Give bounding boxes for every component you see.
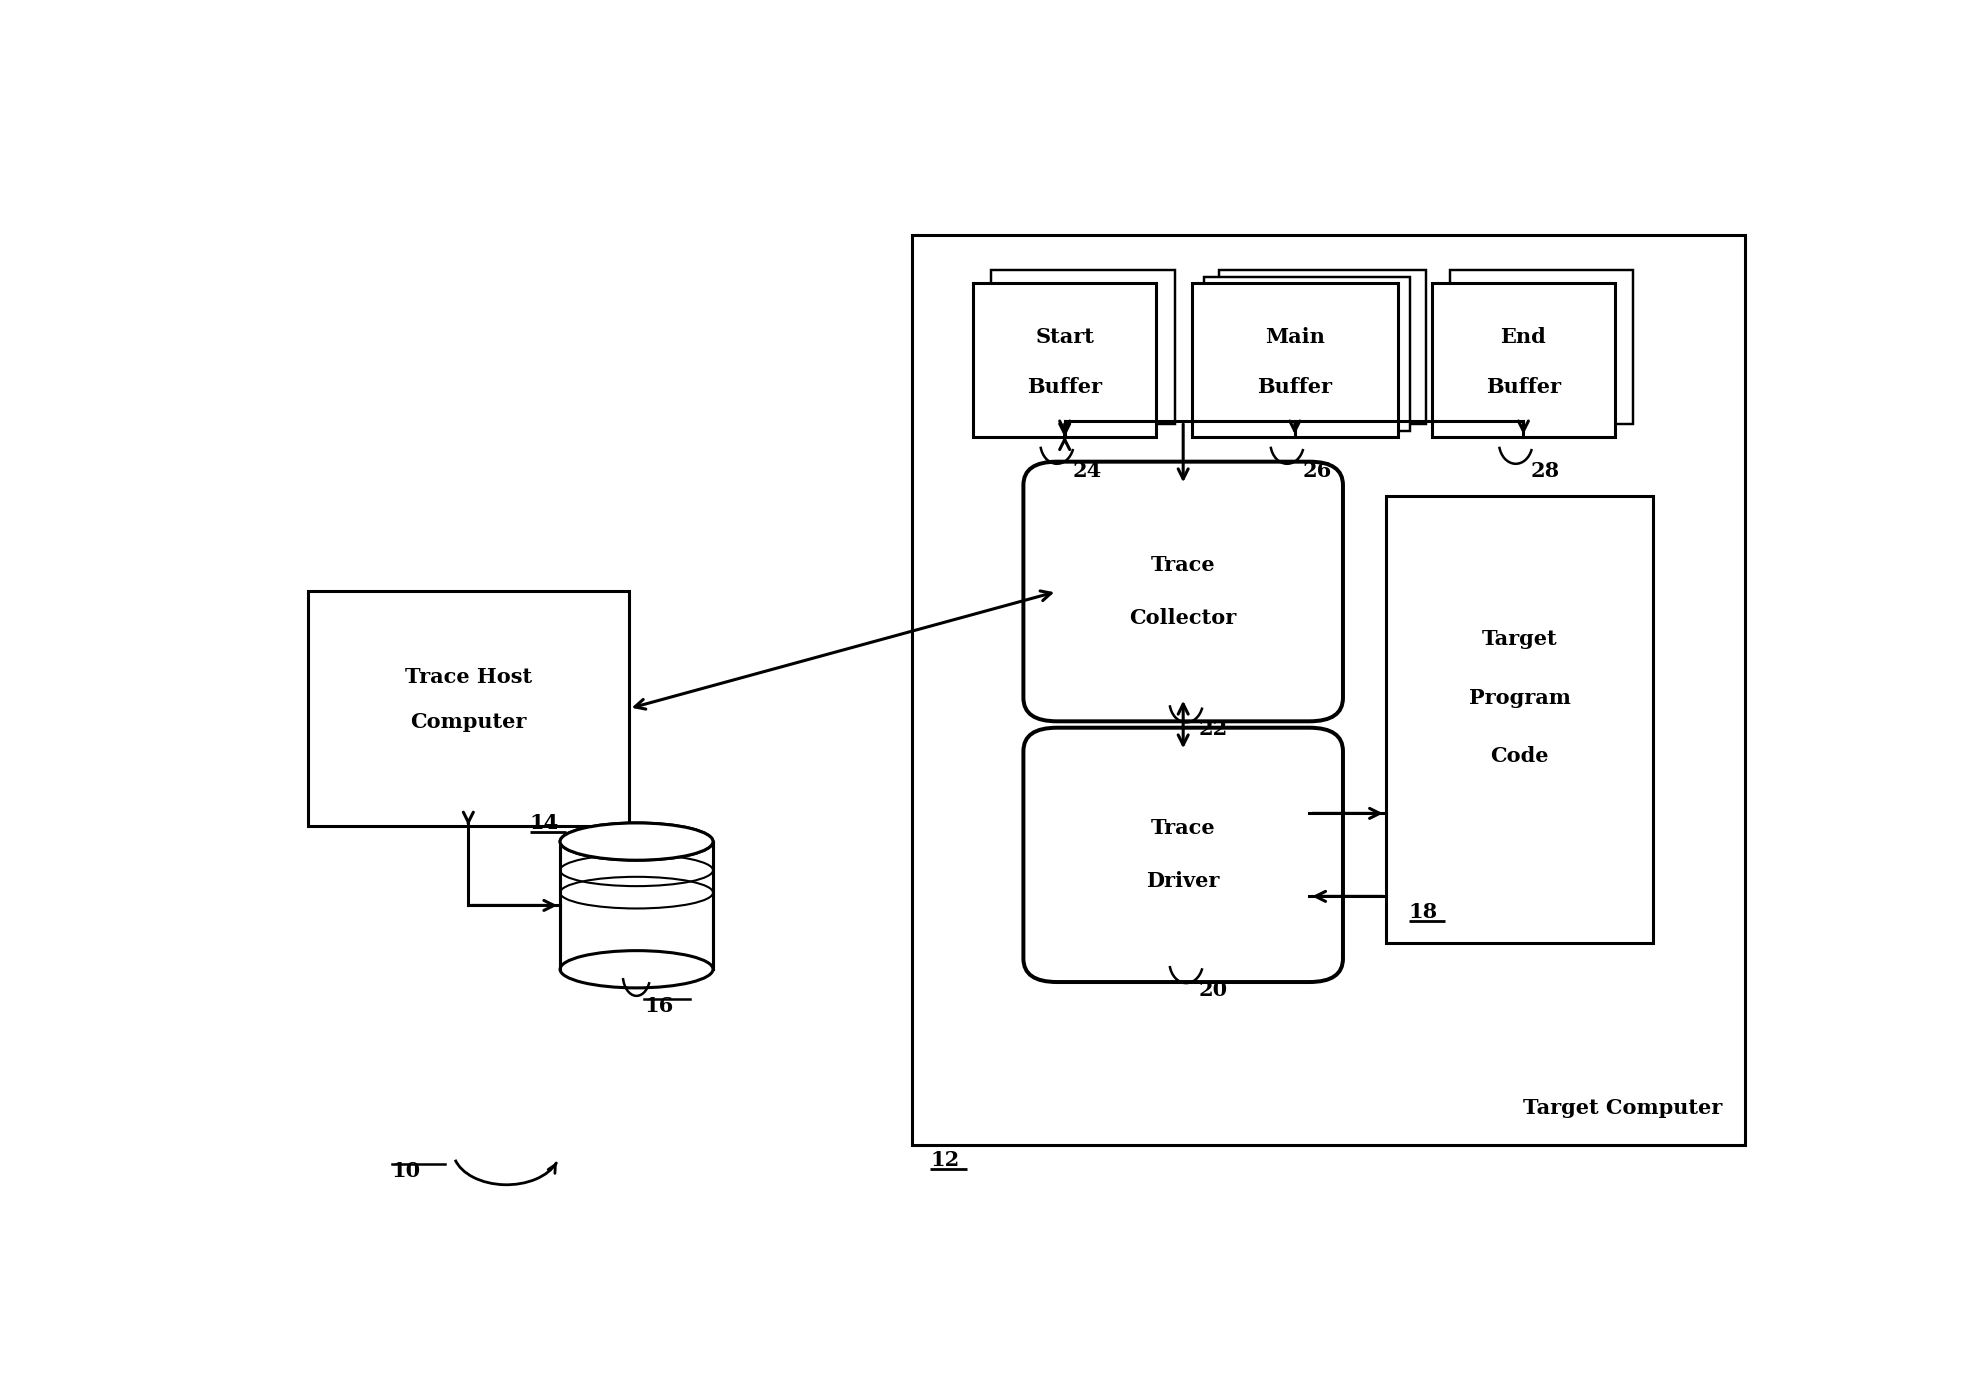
Ellipse shape — [560, 951, 712, 988]
FancyBboxPatch shape — [1024, 728, 1344, 983]
Text: 20: 20 — [1198, 980, 1227, 1001]
Text: Buffer: Buffer — [1486, 377, 1561, 397]
Text: Code: Code — [1490, 746, 1549, 767]
Text: Trace Host: Trace Host — [404, 666, 533, 687]
Text: Program: Program — [1468, 688, 1571, 708]
Text: 10: 10 — [393, 1161, 420, 1180]
Text: Trace: Trace — [1150, 818, 1215, 839]
Text: 22: 22 — [1198, 719, 1227, 739]
Text: End: End — [1501, 326, 1547, 347]
Text: 28: 28 — [1531, 460, 1561, 481]
Ellipse shape — [560, 822, 712, 860]
Text: Driver: Driver — [1146, 872, 1219, 891]
Text: Collector: Collector — [1131, 608, 1237, 627]
Text: 16: 16 — [643, 996, 673, 1016]
Text: Trace: Trace — [1150, 556, 1215, 575]
Text: 18: 18 — [1409, 902, 1438, 922]
Text: Buffer: Buffer — [1257, 377, 1332, 397]
Bar — [1219, 269, 1426, 424]
Bar — [1192, 283, 1399, 437]
Text: 26: 26 — [1302, 460, 1332, 481]
Text: Main: Main — [1265, 326, 1324, 347]
Bar — [990, 269, 1174, 424]
Text: Target: Target — [1482, 629, 1557, 650]
Text: Target Computer: Target Computer — [1523, 1099, 1722, 1118]
Bar — [912, 235, 1746, 1144]
Text: Computer: Computer — [410, 712, 527, 732]
Bar — [1385, 496, 1653, 943]
Ellipse shape — [560, 822, 712, 860]
Text: 14: 14 — [529, 813, 558, 833]
Text: Buffer: Buffer — [1028, 377, 1103, 397]
Bar — [308, 591, 629, 825]
Bar — [973, 283, 1156, 437]
Text: Start: Start — [1036, 326, 1095, 347]
FancyBboxPatch shape — [1024, 462, 1344, 721]
Text: 24: 24 — [1073, 460, 1101, 481]
Bar — [560, 842, 712, 969]
Bar — [1204, 276, 1411, 431]
Text: 12: 12 — [929, 1150, 959, 1171]
Bar — [1450, 269, 1634, 424]
Bar — [1432, 283, 1616, 437]
